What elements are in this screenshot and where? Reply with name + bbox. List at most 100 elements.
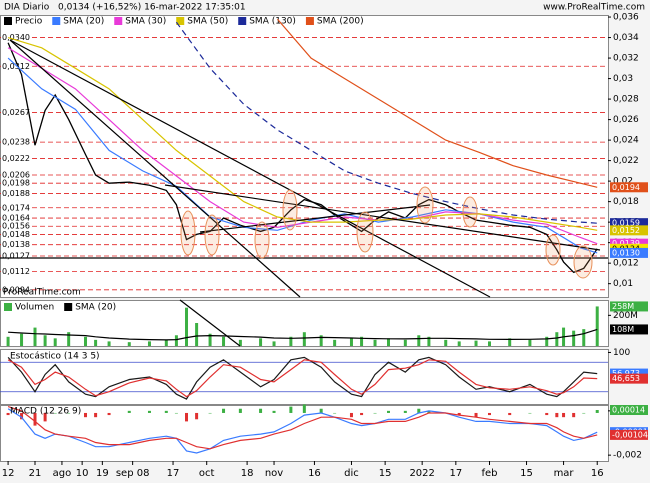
level-label-bg xyxy=(1,221,29,232)
value-box xyxy=(610,373,648,384)
trend-line xyxy=(199,204,431,233)
bar xyxy=(417,335,421,346)
legend-label: SMA (30) xyxy=(125,17,166,27)
level-label: 0,0206 xyxy=(2,170,30,179)
bar xyxy=(333,412,337,414)
value-box-label: 0,0139 xyxy=(612,239,640,248)
bar xyxy=(174,335,178,346)
level-label: 0,0340 xyxy=(2,33,30,42)
bar xyxy=(20,333,24,346)
bar xyxy=(572,330,576,346)
level-label: 0,0222 xyxy=(2,154,30,163)
value-box-label: -0,00104 xyxy=(612,430,648,439)
bar xyxy=(302,332,306,346)
bar xyxy=(53,338,57,346)
highlight-ellipses xyxy=(180,186,593,279)
level-label-bg xyxy=(1,32,29,43)
bar xyxy=(474,412,478,418)
x-tick-label: oct xyxy=(199,468,215,479)
trend-line xyxy=(164,184,601,251)
legend-swatch xyxy=(176,17,185,25)
bar xyxy=(147,341,151,346)
level-label: 0,0138 xyxy=(2,240,30,249)
bar xyxy=(208,333,212,346)
bar xyxy=(302,404,306,413)
bar xyxy=(164,410,168,413)
bar xyxy=(272,410,276,413)
bar xyxy=(555,412,559,418)
chart-subtitle: 0,0134 (+16,52%) 16-mar-2022 17:35:01 xyxy=(58,3,246,13)
x-tick-label: 19 xyxy=(96,468,109,479)
bar xyxy=(582,329,586,346)
level-label-bg xyxy=(1,188,29,199)
bar xyxy=(289,406,293,413)
bar xyxy=(127,342,131,346)
bar xyxy=(43,412,47,422)
legend-label: Volumen xyxy=(15,303,54,313)
x-tick-label: 17 xyxy=(167,468,180,479)
x-tick-label: sep 08 xyxy=(116,468,150,479)
ellipse xyxy=(545,234,561,266)
bar xyxy=(562,412,566,418)
bar xyxy=(174,412,178,414)
macd-title: MACD (12 26 9) xyxy=(10,407,81,417)
bar xyxy=(67,332,71,346)
level-label-bg xyxy=(1,250,29,261)
macd-panel xyxy=(0,405,609,462)
value-box-label: 56,973 xyxy=(612,369,640,378)
y-tick-label: 200M xyxy=(613,311,638,321)
value-box xyxy=(610,182,648,193)
series-line xyxy=(7,406,598,450)
y-tick-label: 0,022 xyxy=(613,156,639,166)
series-line xyxy=(276,18,598,188)
bar xyxy=(427,410,431,413)
legend-swatch xyxy=(4,303,12,311)
y-tick-label: 0,026 xyxy=(613,115,639,125)
bar xyxy=(259,408,263,413)
bar xyxy=(195,323,199,346)
series-line xyxy=(7,42,598,274)
x-tick-label: nov xyxy=(265,468,283,479)
x-tick-label: 2022 xyxy=(409,468,434,479)
legend-swatch xyxy=(4,17,12,25)
bar xyxy=(403,339,407,346)
y-tick-label: 0,024 xyxy=(613,136,639,146)
level-label-bg xyxy=(1,229,29,240)
legend-label: SMA (200) xyxy=(317,17,364,27)
bar xyxy=(508,412,512,416)
level-label-bg xyxy=(1,266,29,277)
bar xyxy=(195,412,199,420)
bar xyxy=(107,341,111,346)
bar xyxy=(185,307,189,346)
bar xyxy=(94,339,98,346)
bar xyxy=(528,339,532,346)
bar xyxy=(474,340,478,346)
bar xyxy=(33,412,37,426)
bar xyxy=(417,408,421,413)
level-label: 0,0164 xyxy=(2,214,30,223)
level-label: 0,0267 xyxy=(2,108,30,117)
ellipse xyxy=(416,186,434,224)
bar xyxy=(349,338,353,346)
value-box-label: 0,0152 xyxy=(612,226,640,235)
x-tick-label: dic xyxy=(344,468,359,479)
level-label: 0,0198 xyxy=(2,179,30,188)
value-box xyxy=(610,429,648,440)
value-box xyxy=(610,405,648,416)
bar xyxy=(555,332,559,346)
bar xyxy=(545,412,549,416)
value-box-label: 108M xyxy=(612,325,634,334)
bar xyxy=(403,410,407,413)
y-tick-label: -0,002 xyxy=(613,451,642,461)
bar xyxy=(444,339,448,346)
series-line xyxy=(7,359,598,398)
level-label-bg xyxy=(1,213,29,224)
y-tick-label: 100 xyxy=(613,348,630,358)
x-tick-label: 16 xyxy=(591,468,604,479)
value-box-label: 0,00014 xyxy=(612,406,645,415)
bar xyxy=(349,412,353,418)
y-tick-label: 0,02 xyxy=(613,177,633,187)
bar xyxy=(222,336,226,346)
level-label: 0,0127 xyxy=(2,251,30,260)
x-tick-label: mar xyxy=(554,468,575,479)
